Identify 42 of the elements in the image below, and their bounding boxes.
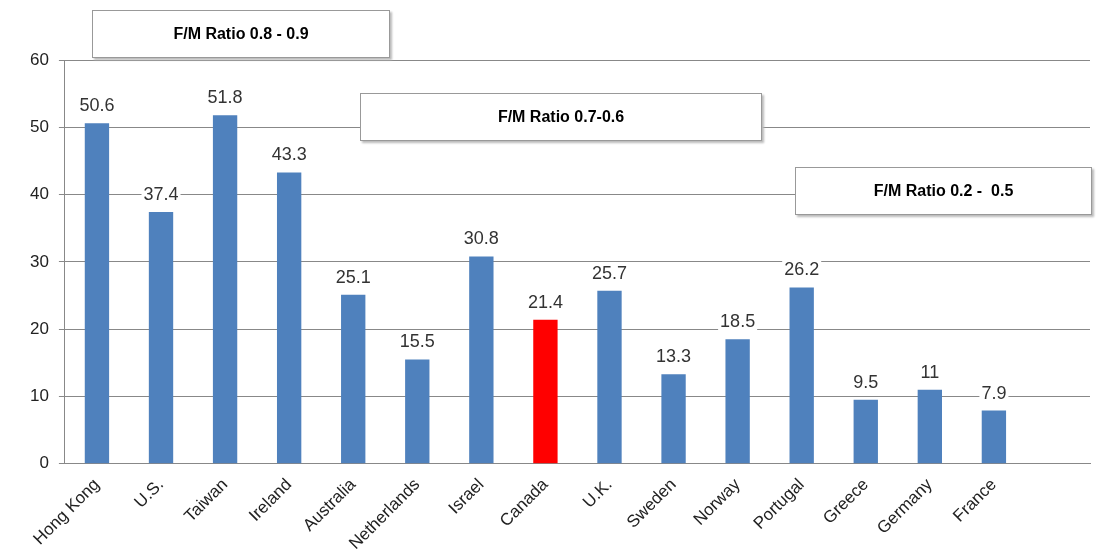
data-label: 7.9 bbox=[981, 382, 1007, 403]
data-label: 15.5 bbox=[399, 331, 435, 352]
bar bbox=[853, 399, 878, 464]
data-label: 50.6 bbox=[79, 95, 115, 116]
bar bbox=[341, 294, 366, 464]
text-box: F/M Ratio 0.8 - 0.9 bbox=[92, 10, 390, 58]
bar bbox=[789, 287, 814, 464]
y-tick-label: 0 bbox=[39, 453, 49, 473]
y-tick-label: 60 bbox=[29, 49, 49, 69]
data-label: 25.7 bbox=[591, 262, 628, 283]
bar bbox=[469, 256, 494, 464]
y-tick-label: 40 bbox=[29, 184, 49, 204]
bar bbox=[917, 389, 942, 464]
data-label: 11 bbox=[920, 361, 940, 382]
bar bbox=[981, 410, 1007, 464]
bar bbox=[661, 374, 686, 464]
data-label: 37.4 bbox=[143, 184, 179, 205]
data-label: 9.5 bbox=[853, 371, 879, 392]
bar bbox=[597, 290, 622, 464]
data-label: 43.3 bbox=[271, 144, 307, 165]
x-tick-label: U.S. bbox=[130, 474, 168, 512]
data-label: 25.1 bbox=[335, 266, 371, 287]
bar bbox=[276, 172, 302, 464]
bar bbox=[725, 339, 750, 464]
bar bbox=[533, 319, 558, 464]
y-tick-label: 20 bbox=[29, 318, 49, 338]
text-box: F/M Ratio 0.2 - 0.5 bbox=[795, 167, 1092, 215]
x-tick-label: U.K. bbox=[578, 474, 616, 512]
bar bbox=[405, 359, 430, 464]
y-tick-label: 10 bbox=[29, 386, 49, 406]
y-tick-label: 30 bbox=[29, 251, 49, 271]
bar bbox=[148, 212, 174, 464]
bar bbox=[212, 115, 238, 464]
bar bbox=[84, 123, 110, 464]
data-label: 30.8 bbox=[463, 228, 499, 249]
data-label: 51.8 bbox=[207, 87, 243, 108]
y-tick-label: 50 bbox=[29, 116, 49, 136]
data-label: 18.5 bbox=[720, 311, 756, 332]
data-label: 26.2 bbox=[784, 259, 820, 280]
data-label: 21.4 bbox=[527, 291, 563, 312]
data-label: 13.3 bbox=[656, 346, 692, 367]
text-box: F/M Ratio 0.7-0.6 bbox=[360, 93, 762, 141]
